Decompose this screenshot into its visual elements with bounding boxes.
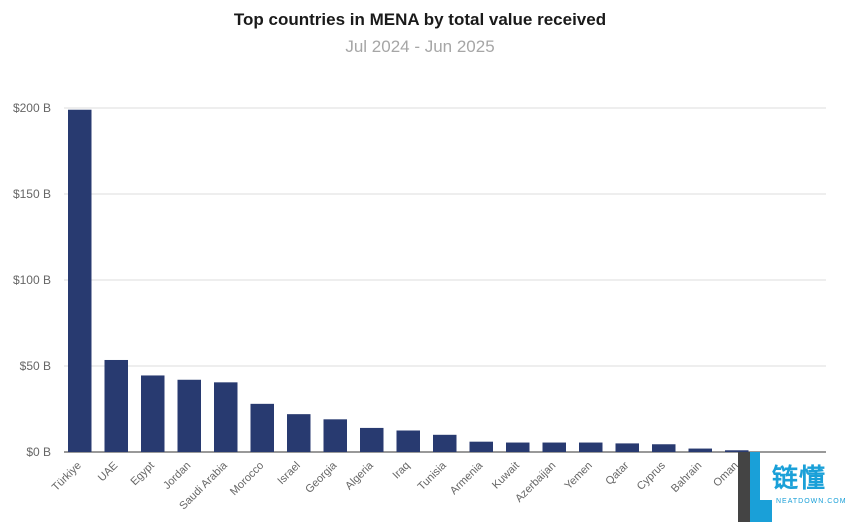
x-tick-label: Algeria [343, 459, 376, 492]
bar [323, 419, 347, 452]
x-tick-label: Israel [275, 460, 303, 488]
x-tick-label: Oman [711, 460, 741, 490]
y-tick-label: $150 B [13, 187, 51, 201]
bar [68, 109, 92, 452]
bar [177, 379, 201, 452]
x-tick-label: Egypt [128, 460, 156, 488]
bar [725, 450, 749, 452]
x-tick-label: Armenia [448, 459, 486, 497]
x-tick-label: Jordan [161, 460, 193, 492]
bar [506, 442, 530, 452]
bar [214, 382, 238, 452]
watermark-logo: 链懂 NEATDOWN.COM [738, 452, 850, 522]
bar [287, 414, 311, 452]
bar [615, 443, 639, 452]
bar [141, 375, 165, 452]
y-tick-label: $100 B [13, 273, 51, 287]
bar [652, 444, 676, 452]
x-tick-label: Morocco [228, 460, 266, 498]
x-tick-label: Qatar [603, 459, 631, 487]
x-tick-label: Türkiye [50, 460, 84, 494]
bar [542, 442, 566, 452]
x-tick-label: Bahrain [669, 460, 704, 495]
x-tick-label: Kuwait [490, 460, 522, 492]
x-tick-label: Tunisia [416, 459, 450, 493]
bar [104, 359, 128, 452]
bar [360, 427, 384, 452]
y-tick-label: $200 B [13, 101, 51, 115]
watermark-subtext: NEATDOWN.COM [776, 498, 847, 505]
watermark-text: 链懂 [772, 464, 827, 494]
x-tick-label: Iraq [390, 460, 412, 482]
bars [68, 109, 749, 452]
chart-title: Top countries in MENA by total value rec… [233, 10, 607, 29]
x-tick-label: UAE [96, 460, 120, 484]
bar [396, 430, 420, 452]
bar [433, 434, 457, 452]
y-tick-label: $50 B [20, 359, 51, 373]
x-tick-label: Georgia [303, 459, 340, 496]
y-tick-label: $0 B [26, 445, 51, 459]
x-tick-label: Cyprus [635, 459, 668, 492]
bar [469, 441, 493, 452]
bar [579, 442, 603, 452]
y-axis: $0 B $50 B $100 B $150 B $200 B [13, 101, 51, 459]
chart-subtitle: Jul 2024 - Jun 2025 [345, 37, 495, 56]
bar [250, 403, 274, 452]
x-tick-label: Yemen [562, 460, 594, 492]
bar [688, 448, 712, 452]
